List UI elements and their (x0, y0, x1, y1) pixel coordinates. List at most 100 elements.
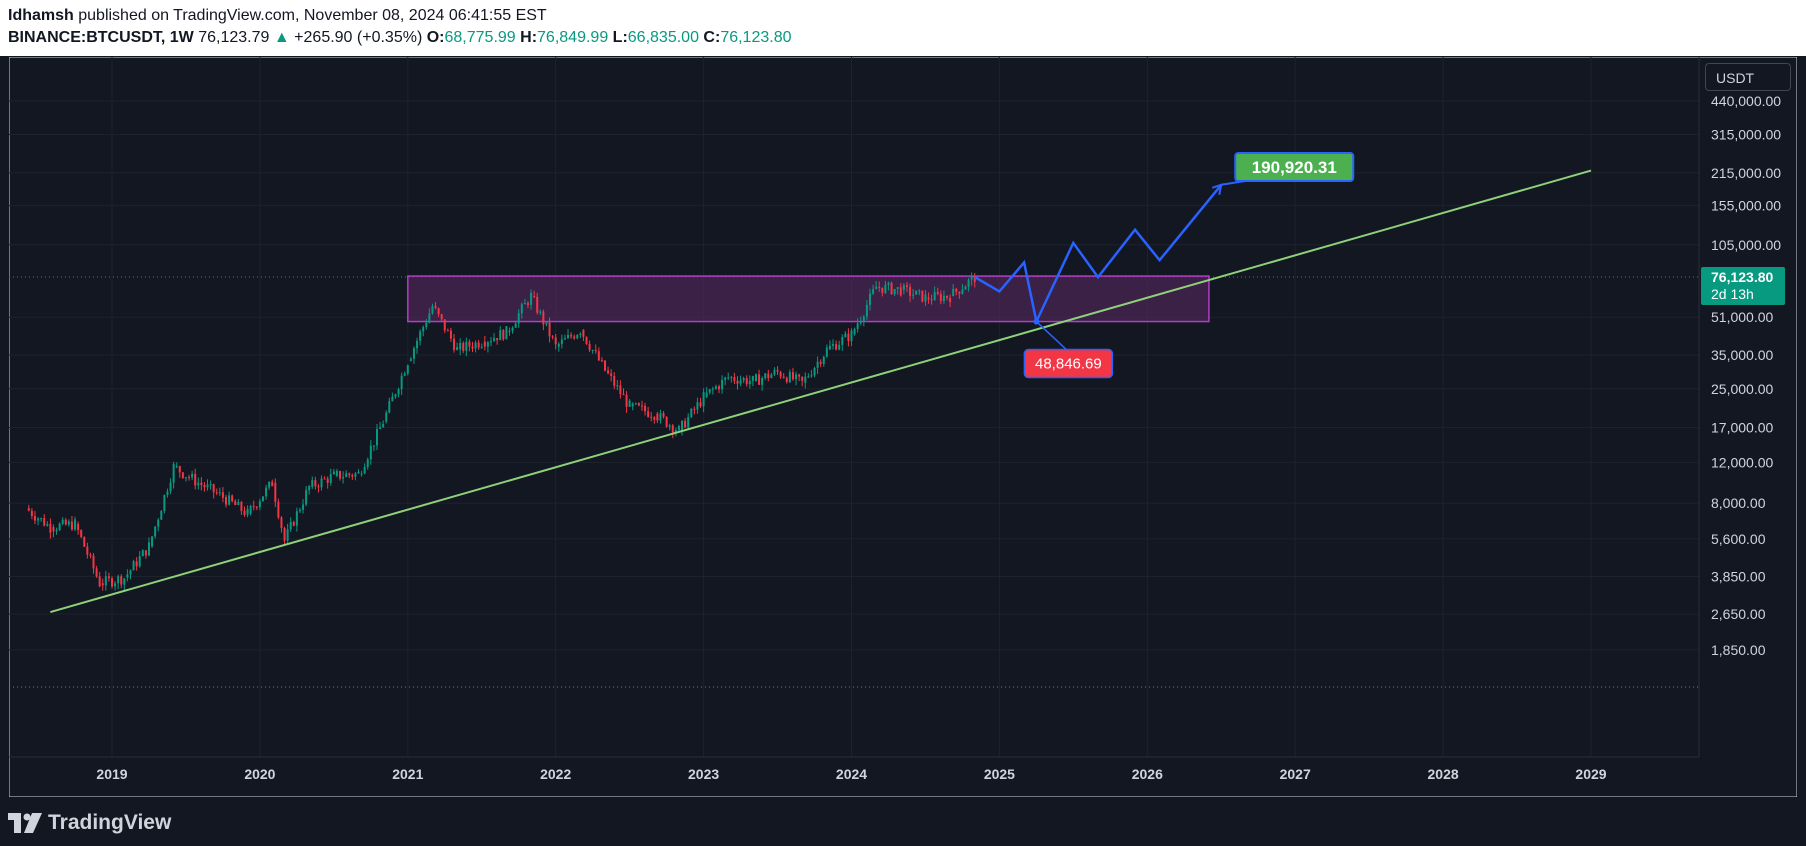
candle (317, 483, 320, 493)
y-tick-label: 17,000.00 (1711, 419, 1773, 435)
candle-body (129, 570, 132, 575)
candle-body (853, 328, 856, 335)
candle (147, 537, 150, 557)
candle-body (791, 372, 794, 380)
candle-body (188, 477, 191, 479)
candle (305, 486, 308, 507)
candle-body (92, 555, 95, 569)
candle (607, 366, 610, 375)
y-tick-label: 1,850.00 (1711, 642, 1766, 658)
candle (647, 406, 650, 418)
candle (782, 373, 785, 379)
candle (157, 517, 160, 532)
candle-body (579, 333, 582, 336)
candle-body (178, 466, 181, 473)
current-price-label: 76,123.80 (1711, 269, 1773, 285)
candle (560, 334, 563, 349)
up-arrow-icon: ▲ (273, 29, 290, 46)
candle-body (758, 374, 761, 385)
candle-body (27, 508, 30, 511)
candle-body (218, 492, 221, 494)
candle (345, 470, 348, 478)
projection-arrow-icon (1211, 183, 1223, 195)
candle-body (493, 338, 496, 342)
candle-body (138, 556, 141, 567)
candle (770, 372, 773, 379)
candle (83, 536, 86, 548)
candle (372, 445, 375, 451)
candle-body (693, 408, 696, 410)
tradingview-logo[interactable]: TradingView (8, 810, 171, 836)
candle-body (770, 374, 773, 379)
author-name[interactable]: Idhamsh (8, 7, 74, 24)
candle (465, 337, 468, 357)
candle (489, 336, 492, 347)
support-label: 48,846.69 (1035, 356, 1102, 373)
candle (178, 465, 181, 478)
candle (610, 369, 613, 382)
candle-body (483, 341, 486, 347)
candle (570, 332, 573, 339)
candle-body (55, 530, 58, 532)
candle (348, 472, 351, 479)
candle (474, 340, 477, 353)
candle (428, 308, 431, 324)
price-chart[interactable]: 2019 2020 2021 2022 2023 2024 2025 2026 2027 2028… (9, 57, 1797, 797)
candle-body (718, 386, 721, 390)
candle (970, 272, 973, 286)
candle-body (379, 427, 382, 429)
candle-body (970, 275, 973, 280)
candle (400, 372, 403, 396)
candle (92, 553, 95, 574)
candle (656, 411, 659, 424)
candle (203, 482, 206, 492)
candle (822, 355, 825, 367)
candle (215, 488, 218, 496)
candle-body (640, 405, 643, 407)
candle (486, 340, 489, 353)
candle-body (708, 389, 711, 393)
x-tick-label: 2024 (836, 766, 867, 782)
candle-body (588, 343, 591, 351)
close-value: 76,123.80 (720, 29, 792, 46)
footer: TradingView (0, 800, 1806, 846)
candle-body (489, 341, 492, 343)
candle (887, 281, 890, 291)
chart-area[interactable]: 2019 2020 2021 2022 2023 2024 2025 2026 2027 2028… (9, 57, 1797, 797)
candle-body (240, 502, 243, 511)
candle (520, 302, 523, 319)
candle-body (397, 389, 400, 395)
currency-button[interactable]: USDT (1705, 63, 1791, 91)
candle-body (868, 293, 871, 305)
candle-body (332, 471, 335, 475)
candle-body (610, 373, 613, 376)
tradingview-logo-icon (8, 813, 42, 833)
candle-body (255, 506, 258, 508)
candle (748, 375, 751, 389)
candle (335, 468, 338, 478)
candle-body (496, 338, 499, 341)
candle-body (37, 518, 40, 521)
candle (80, 529, 83, 539)
candle (58, 522, 61, 532)
candle (681, 420, 684, 436)
candle-body (585, 336, 588, 344)
ohlc-line: BINANCE:BTCUSDT, 1W 76,123.79 ▲ +265.90 … (8, 29, 792, 47)
candle-body (375, 428, 378, 446)
candle-body (896, 287, 899, 289)
candle (449, 327, 452, 342)
candle-body (893, 288, 896, 295)
candle (268, 481, 271, 491)
candle-body (597, 351, 600, 361)
candle-body (795, 374, 798, 380)
candle (853, 327, 856, 336)
candle (55, 527, 58, 535)
candle (893, 288, 896, 297)
candle-body (650, 416, 653, 418)
candle-body (656, 413, 659, 421)
candle-body (212, 484, 215, 493)
candle-body (659, 413, 662, 421)
candle (585, 336, 588, 345)
publish-info: published on TradingView.com, November 0… (73, 7, 547, 24)
candle-body (961, 289, 964, 294)
